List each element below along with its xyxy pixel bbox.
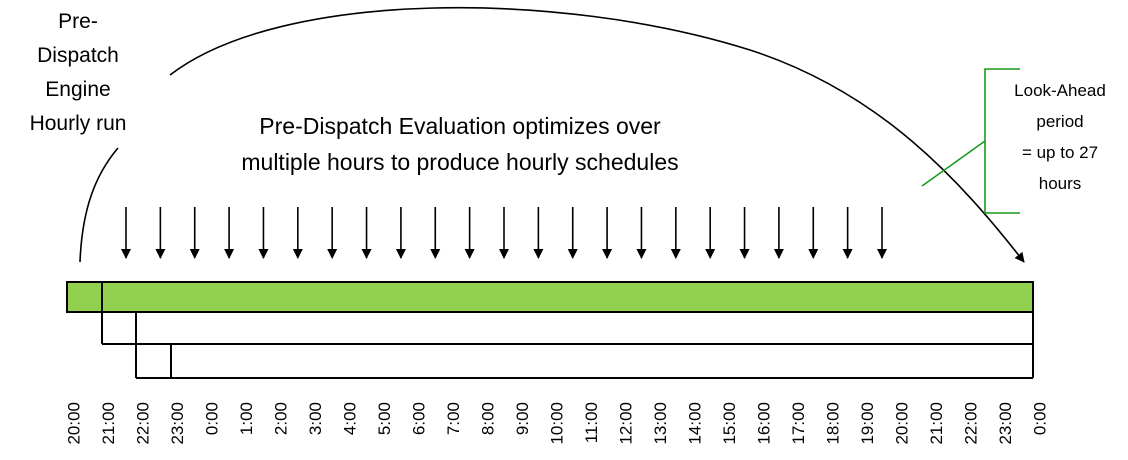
time-label: 14:00 [685,402,704,445]
engine-label: Hourly run [30,112,127,135]
engine-label: Engine [45,78,110,101]
time-label: 6:00 [409,402,428,435]
time-label: 19:00 [858,402,877,445]
time-label: 21:00 [927,402,946,445]
look-ahead-label: = up to 27 [1022,143,1098,162]
run-bar [66,281,1034,313]
time-label: 23:00 [996,402,1015,445]
time-label: 0:00 [1030,402,1049,435]
time-label: 0:00 [202,402,221,435]
time-label: 15:00 [720,402,739,445]
engine-label: Pre- [58,10,98,33]
time-label: 12:00 [616,402,635,445]
time-label: 5:00 [375,402,394,435]
time-label: 3:00 [306,402,325,435]
time-label: 21:00 [99,402,118,445]
time-label: 8:00 [478,402,497,435]
time-label: 11:00 [582,402,601,443]
look-ahead-label: Look-Ahead [1014,81,1106,100]
time-label: 18:00 [823,402,842,445]
time-label: 20:00 [892,402,911,445]
look-ahead-label: period [1036,112,1083,131]
time-label: 4:00 [340,402,359,435]
bracket-pointer [921,140,986,187]
time-label: 16:00 [754,402,773,445]
time-label: 13:00 [651,402,670,445]
time-label: 17:00 [789,402,808,445]
look-ahead-arc [169,6,1025,263]
time-label: 22:00 [961,402,980,445]
time-label: 22:00 [133,402,152,445]
engine-curve [79,147,119,263]
time-label: 2:00 [271,402,290,435]
time-label: 9:00 [513,402,532,435]
time-label: 20:00 [64,402,83,445]
time-label: 23:00 [168,402,187,445]
evaluation-text: Pre-Dispatch Evaluation optimizes over [259,113,661,139]
engine-label: Dispatch [37,44,119,67]
time-label: 10:00 [547,402,566,445]
look-ahead-label: hours [1039,174,1082,193]
time-label: 7:00 [444,402,463,435]
evaluation-text: multiple hours to produce hourly schedul… [241,149,678,175]
time-label: 1:00 [237,402,256,435]
